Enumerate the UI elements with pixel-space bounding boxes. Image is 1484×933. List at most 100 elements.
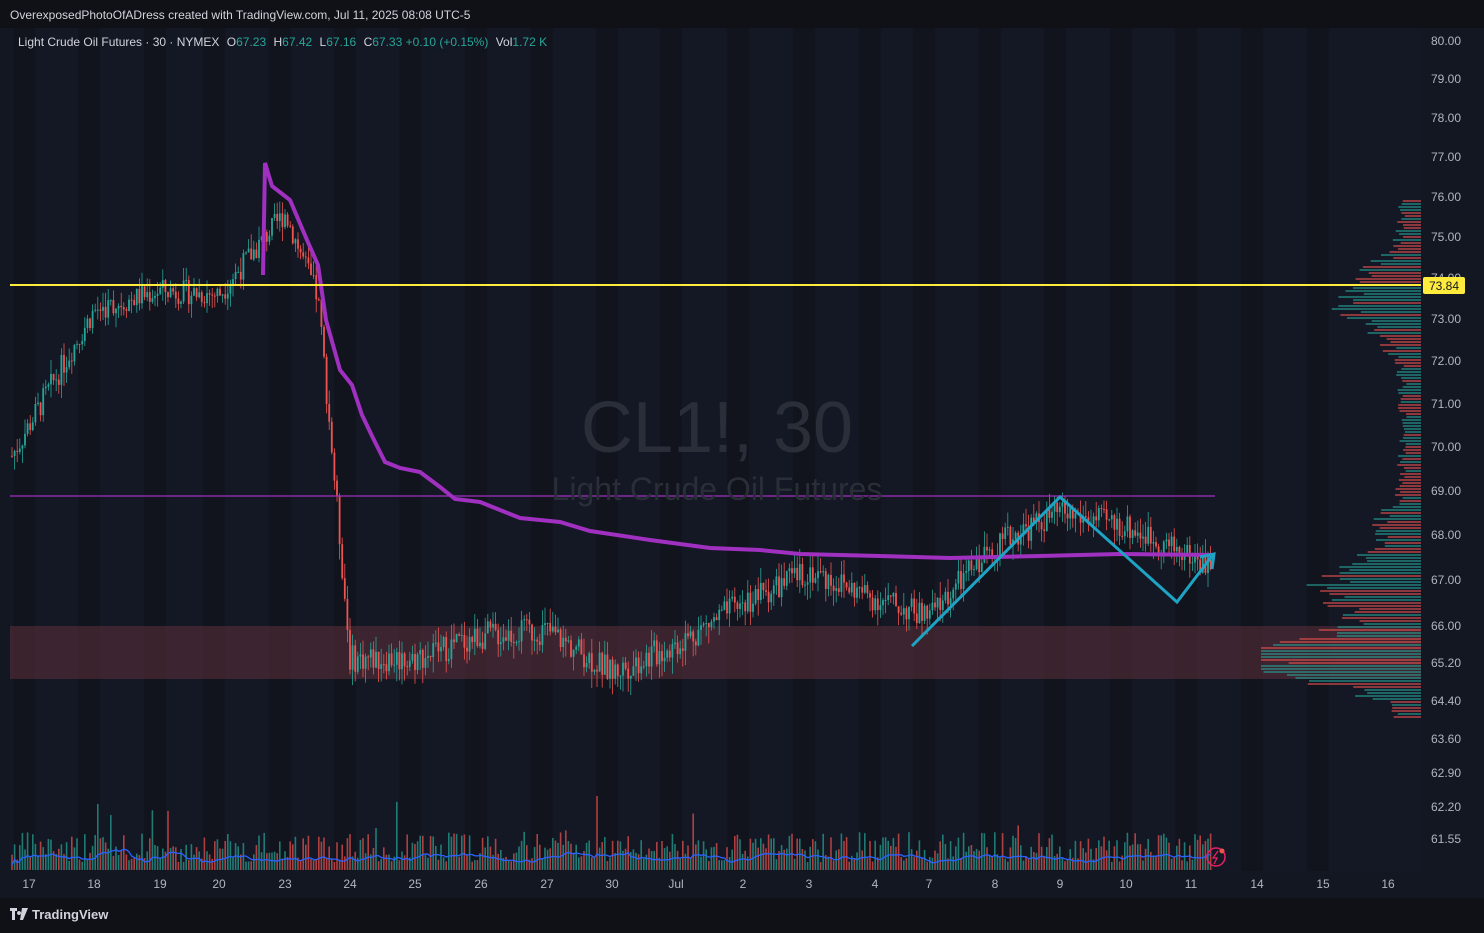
candle-body — [323, 326, 325, 357]
top-caption-bar: OverexposedPhotoOfADress created with Tr… — [0, 0, 1484, 28]
volume-bar — [1040, 846, 1043, 870]
profile-bar — [1287, 674, 1421, 676]
candle-body — [754, 589, 757, 604]
volume-bar — [437, 859, 440, 870]
profile-bar — [1345, 290, 1421, 292]
volume-bar — [76, 838, 78, 870]
volume-bar — [377, 861, 380, 870]
volume-bar — [731, 849, 733, 870]
volume-bar — [198, 851, 200, 870]
candle-body — [642, 666, 645, 668]
candle-body — [341, 544, 344, 579]
candle-body — [455, 634, 458, 643]
profile-bar — [1261, 659, 1421, 661]
volume-bar — [120, 850, 122, 870]
volume-bar — [840, 833, 843, 870]
candle-body — [364, 656, 367, 669]
volume-bar — [679, 857, 681, 870]
profile-bar — [1403, 467, 1421, 469]
candle-body — [1126, 516, 1129, 532]
y-axis-panel[interactable] — [1421, 28, 1484, 871]
candle-body — [76, 343, 78, 345]
symbol-title: Light Crude Oil Futures · 30 · NYMEX — [18, 35, 220, 49]
volume-bar — [630, 852, 632, 870]
volume-bar — [754, 838, 757, 870]
volume-bar — [760, 838, 762, 870]
volume-bar — [1025, 856, 1027, 870]
volume-bar — [247, 861, 250, 870]
volume-bar — [554, 840, 557, 870]
volume-bar — [494, 838, 497, 870]
profile-bar — [1402, 395, 1421, 397]
candle-body — [939, 597, 942, 610]
y-tick-label: 72.00 — [1431, 354, 1461, 368]
profile-bar — [1307, 683, 1421, 685]
volume-bar — [13, 844, 16, 870]
profile-bar — [1400, 398, 1421, 400]
tradingview-logo[interactable]: TradingView — [10, 907, 108, 922]
volume-bar — [406, 834, 408, 870]
profile-bar — [1391, 704, 1421, 706]
vwap-line[interactable] — [261, 162, 1216, 561]
volume-bar — [302, 838, 304, 870]
candle-body — [796, 567, 799, 581]
volume-bar — [1082, 848, 1084, 870]
candle-body — [107, 300, 110, 318]
volume-bar — [962, 832, 965, 870]
candle-body — [700, 625, 702, 630]
profile-bar — [1379, 344, 1421, 346]
candle-body — [676, 642, 679, 655]
volume-bar — [1124, 842, 1126, 870]
volume-bar — [949, 841, 952, 870]
profile-bar — [1362, 266, 1421, 268]
pattern-zigzag[interactable] — [910, 494, 1214, 648]
volume-bar — [281, 858, 284, 870]
x-tick-label: 8 — [992, 877, 999, 891]
volume-bar — [903, 860, 905, 870]
profile-bar — [1349, 569, 1421, 571]
flash-icon[interactable] — [1206, 847, 1226, 867]
x-axis-panel[interactable] — [10, 871, 1421, 898]
profile-bar — [1399, 500, 1421, 502]
candle-body — [663, 657, 666, 662]
candle-body — [494, 623, 497, 630]
candle-body — [635, 657, 637, 667]
candle-body — [89, 318, 91, 329]
session-band — [979, 28, 1001, 871]
volume-bar — [1007, 861, 1009, 870]
candle-body — [276, 213, 279, 222]
profile-bar — [1346, 317, 1421, 319]
candle-body — [219, 288, 221, 296]
candle-body — [1123, 531, 1126, 537]
volume-bar — [1168, 842, 1170, 870]
profile-bar — [1392, 506, 1421, 508]
price-label[interactable]: 73.84 — [1423, 277, 1465, 294]
volume-bar — [299, 860, 302, 870]
volume-bar — [500, 849, 502, 870]
volume-bar — [526, 845, 528, 870]
candle-body — [343, 578, 346, 599]
candle-body — [468, 636, 471, 652]
demand-zone[interactable] — [10, 626, 1421, 679]
volume-bar — [1061, 857, 1064, 870]
volume-bar — [468, 835, 471, 870]
candle-body — [570, 640, 572, 657]
volume-bar — [713, 846, 715, 870]
volume-bar — [45, 854, 47, 870]
volume-bar — [419, 835, 421, 870]
candle-body — [135, 288, 138, 306]
profile-bar — [1375, 533, 1421, 535]
volume-bar — [710, 847, 713, 870]
candle-body — [671, 644, 674, 658]
profile-bar — [1396, 371, 1421, 373]
candle-body — [57, 379, 60, 385]
x-axis-ticks: 17 18 19 20 23 24 25 26 27 30 Jul 2 3 4 7 8 9 10 11 14 15 16 — [22, 877, 1395, 891]
bottom-bar — [0, 898, 1484, 933]
y-tick-label: 78.00 — [1431, 111, 1461, 125]
y-tick-label: 67.00 — [1431, 573, 1461, 587]
volume-bar — [81, 861, 83, 870]
profile-bar — [1352, 563, 1421, 565]
volume-bar — [910, 849, 913, 870]
symbol-legend[interactable]: Light Crude Oil Futures · 30 · NYMEX O67… — [18, 35, 547, 49]
